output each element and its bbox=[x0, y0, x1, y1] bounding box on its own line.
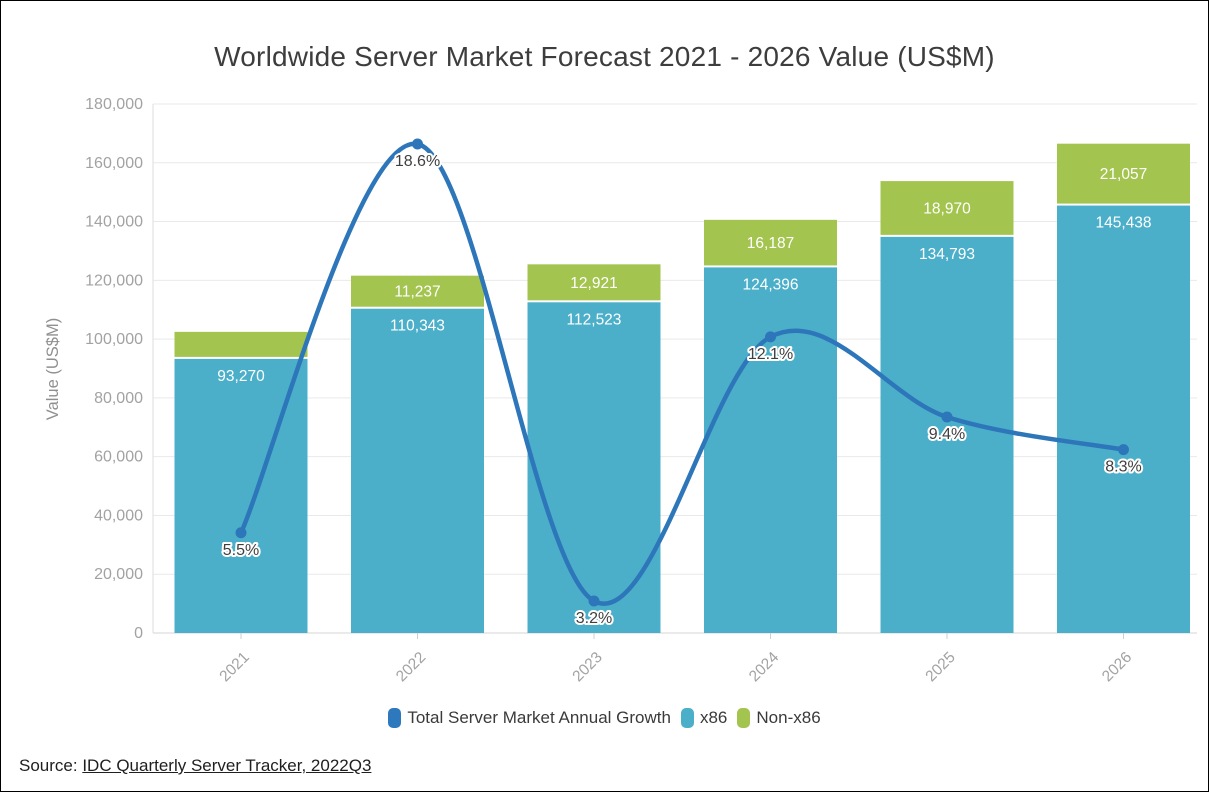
growth-line-labels: 5.5% 18.6% 3.2% 12.1% 9.4% 8.3% bbox=[221, 151, 1144, 629]
y-tick-label: 40,000 bbox=[94, 507, 143, 524]
growth-percent-label: 3.2% bbox=[576, 610, 612, 627]
legend: Total Server Market Annual Growth x86 Non-… bbox=[1, 708, 1208, 728]
growth-percent-label: 12.1% bbox=[748, 346, 793, 363]
bar-label-non-x86: 11,237 bbox=[394, 284, 440, 301]
y-tick-label: 180,000 bbox=[85, 96, 143, 113]
source-text: Source: IDC Quarterly Server Tracker, 20… bbox=[19, 756, 371, 776]
line-point bbox=[765, 331, 776, 343]
x-tick-label-year: 2025 bbox=[922, 649, 958, 685]
bar-label-x86: 134,793 bbox=[919, 246, 975, 263]
bar-segment-x86 bbox=[880, 236, 1014, 634]
bar-segment-x86 bbox=[351, 308, 484, 633]
y-axis-title: Value (US$M) bbox=[44, 318, 62, 420]
bar-label-x86: 112,523 bbox=[567, 311, 622, 328]
legend-item-label: Non-x86 bbox=[756, 708, 821, 727]
bar-label-x86: 145,438 bbox=[1095, 215, 1151, 232]
line-point bbox=[1118, 444, 1129, 456]
bar-label-non-x86: 16,187 bbox=[747, 235, 794, 252]
legend-item-label: x86 bbox=[699, 708, 728, 727]
legend-item-label: Total Server Market Annual Growth bbox=[407, 708, 671, 727]
source-prefix: Source: bbox=[19, 756, 83, 775]
growth-percent-label: 9.4% bbox=[929, 426, 965, 443]
bar-label-non-x86: 12,921 bbox=[570, 275, 617, 292]
y-tick-label: 120,000 bbox=[85, 272, 143, 289]
line-point bbox=[235, 527, 247, 539]
line-point bbox=[412, 138, 423, 150]
y-tick-label: 80,000 bbox=[94, 390, 143, 407]
legend-marker-icon bbox=[388, 708, 402, 728]
bar-segment-non-x86 bbox=[1057, 143, 1190, 204]
bar-segment-x86 bbox=[1057, 205, 1190, 633]
bar-label-x86: 110,343 bbox=[390, 318, 445, 335]
line-point bbox=[941, 411, 953, 423]
bar-segment-non-x86 bbox=[704, 219, 837, 266]
growth-percent-label: 5.5% bbox=[223, 542, 259, 559]
x-tick-label-year: 2023 bbox=[569, 649, 605, 685]
gridlines bbox=[153, 103, 1197, 634]
y-tick-label: 140,000 bbox=[85, 214, 143, 231]
growth-percent-label: 18.6% bbox=[395, 153, 440, 170]
y-tick-label: 160,000 bbox=[85, 155, 143, 172]
growth-percent-label: 8.3% bbox=[1105, 459, 1141, 476]
y-tick-label: 20,000 bbox=[94, 566, 143, 583]
stacked-bars bbox=[174, 143, 1190, 634]
y-axis-tick-labels: 0 20,000 40,000 60,000 80,000 100,000 120,000 1… bbox=[85, 96, 143, 642]
bar-segment-non-x86 bbox=[880, 181, 1014, 235]
bar-segment-x86 bbox=[704, 267, 837, 633]
x-tick-label-year: 2024 bbox=[746, 649, 783, 686]
bar-segment-non-x86 bbox=[174, 331, 308, 357]
bar-label-non-x86: 18,970 bbox=[923, 200, 971, 217]
source-link[interactable]: IDC Quarterly Server Tracker, 2022Q3 bbox=[82, 756, 372, 775]
growth-line-points bbox=[235, 138, 1129, 607]
bar-label-x86: 124,396 bbox=[742, 276, 798, 293]
bar-label-non-x86: 21,057 bbox=[1100, 166, 1147, 183]
legend-item-total-server-market-annual-growth: Total Server Market Annual Growth bbox=[388, 708, 671, 728]
legend-marker-icon bbox=[737, 708, 751, 728]
legend-item-non-x86: Non-x86 bbox=[737, 708, 821, 728]
x-tick-label-year: 2026 bbox=[1099, 649, 1135, 685]
y-tick-label: 0 bbox=[134, 625, 143, 642]
growth-line bbox=[238, 141, 1126, 606]
y-tick-label: 60,000 bbox=[94, 449, 143, 466]
bar-segment-non-x86 bbox=[351, 275, 484, 307]
legend-marker-icon bbox=[680, 708, 694, 728]
bar-segment-x86 bbox=[527, 302, 661, 633]
bar-data-labels: 93,270 110,343 11,237 112,523 12,921 124,396 1… bbox=[217, 166, 1151, 385]
chart-title: Worldwide Server Market Forecast 2021 - … bbox=[214, 41, 995, 72]
y-tick-label: 100,000 bbox=[85, 331, 143, 348]
legend-item-x86: x86 bbox=[680, 708, 728, 728]
line-point bbox=[588, 595, 600, 607]
x-tick-label-year: 2022 bbox=[393, 649, 429, 685]
bar-segment-non-x86 bbox=[527, 264, 661, 301]
bar-label-x86: 93,270 bbox=[217, 368, 265, 385]
x-tick-label-year: 2021 bbox=[216, 649, 252, 685]
